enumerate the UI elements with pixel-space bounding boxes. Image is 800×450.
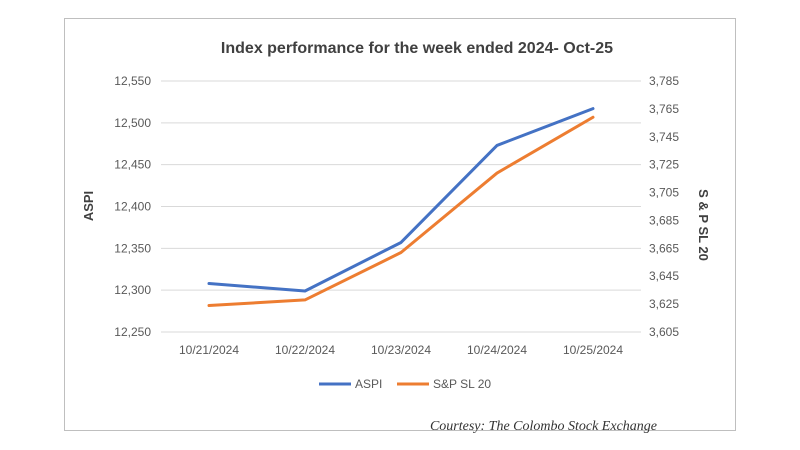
left-axis-title: ASPI xyxy=(81,191,96,221)
left-tick-label: 12,500 xyxy=(114,116,151,130)
right-axis-title: S & P SL 20 xyxy=(696,189,711,261)
right-axis-ticks: 3,605 3,625 3,645 3,665 3,685 3,705 3,725 3,745… xyxy=(649,74,679,339)
x-tick-label: 10/21/2024 xyxy=(179,343,239,357)
legend: ASPI S&P SL 20 xyxy=(319,377,491,391)
legend-label: S&P SL 20 xyxy=(433,377,491,391)
right-tick-label: 3,745 xyxy=(649,130,679,144)
right-tick-label: 3,765 xyxy=(649,102,679,116)
x-tick-label: 10/23/2024 xyxy=(371,343,431,357)
left-tick-label: 12,300 xyxy=(114,283,151,297)
x-axis-ticks: 10/21/2024 10/22/2024 10/23/2024 10/24/2024… xyxy=(179,343,623,357)
left-tick-label: 12,450 xyxy=(114,158,151,172)
right-tick-label: 3,665 xyxy=(649,241,679,255)
right-tick-label: 3,645 xyxy=(649,269,679,283)
left-tick-label: 12,400 xyxy=(114,200,151,214)
right-tick-label: 3,625 xyxy=(649,297,679,311)
gridlines xyxy=(161,80,641,333)
left-axis-ticks: 12,250 12,300 12,350 12,400 12,450 12,500 12,5… xyxy=(114,74,151,339)
series-lines xyxy=(207,107,595,308)
series-line-s-p-sl-20 xyxy=(207,115,595,308)
x-tick-label: 10/22/2024 xyxy=(275,343,335,357)
source-note: Courtesy: The Colombo Stock Exchange xyxy=(429,419,657,434)
right-tick-label: 3,705 xyxy=(649,186,679,200)
right-tick-label: 3,725 xyxy=(649,158,679,172)
x-tick-label: 10/25/2024 xyxy=(563,343,623,357)
left-tick-label: 12,250 xyxy=(114,325,151,339)
series-line-aspi xyxy=(207,107,595,293)
right-tick-label: 3,785 xyxy=(649,74,679,88)
x-tick-label: 10/24/2024 xyxy=(467,343,527,357)
chart-frame: Index performance for the week ended 202… xyxy=(64,18,736,434)
chart-svg: Index performance for the week ended 202… xyxy=(81,40,711,391)
right-tick-label: 3,685 xyxy=(649,213,679,227)
right-tick-label: 3,605 xyxy=(649,325,679,339)
left-tick-label: 12,550 xyxy=(114,74,151,88)
chart-title: Index performance for the week ended 202… xyxy=(221,40,613,57)
left-tick-label: 12,350 xyxy=(114,241,151,255)
legend-label: ASPI xyxy=(355,377,382,391)
